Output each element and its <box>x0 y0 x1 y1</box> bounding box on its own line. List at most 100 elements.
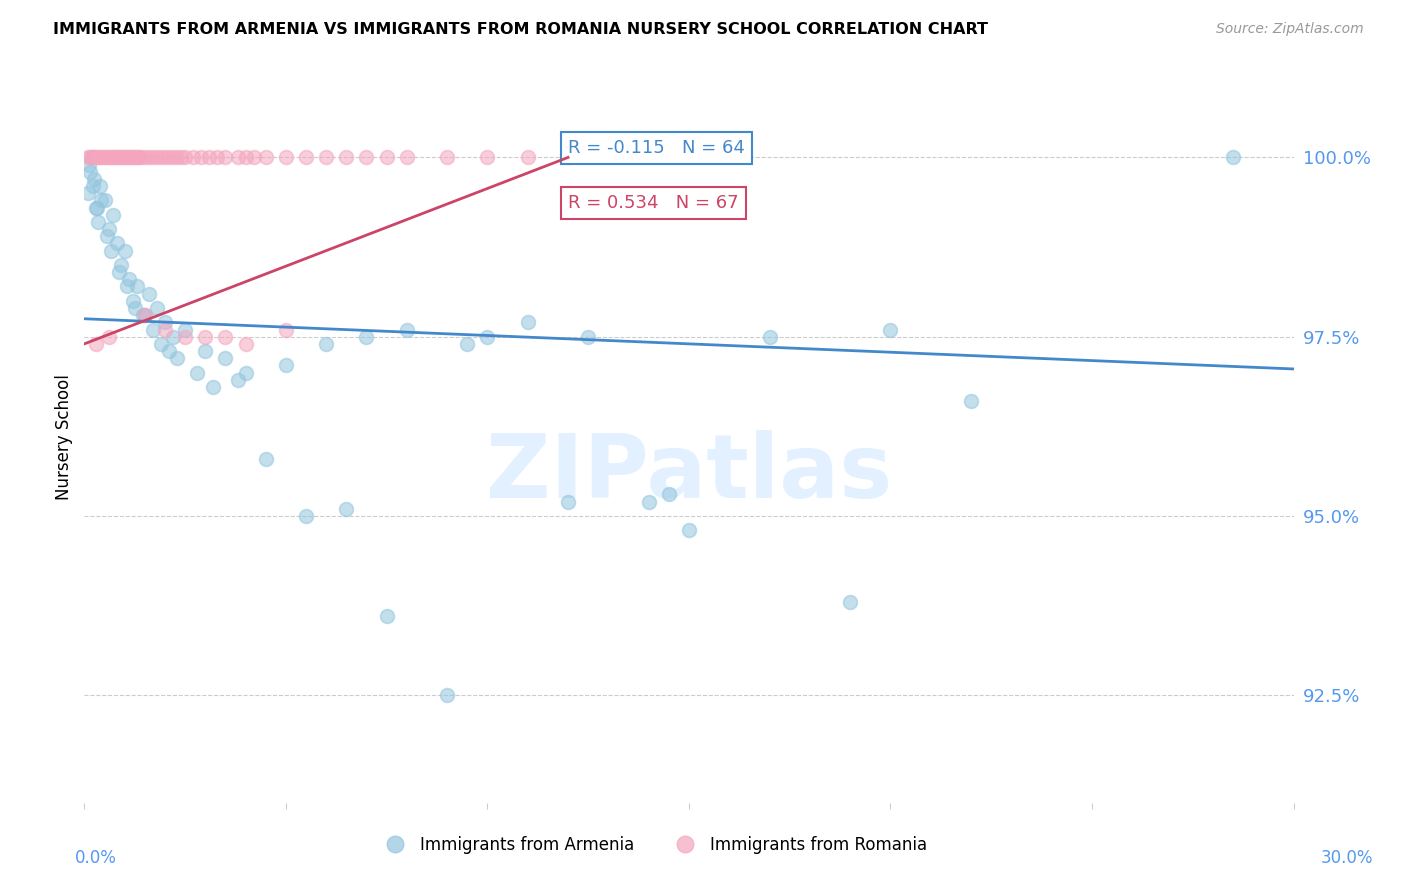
Point <box>124 301 146 315</box>
Point <box>202 380 225 394</box>
Point <box>557 150 579 164</box>
Point <box>658 487 681 501</box>
Point <box>436 150 458 164</box>
Point <box>142 322 165 336</box>
Point <box>132 308 155 322</box>
Point <box>375 609 398 624</box>
Point <box>166 351 188 366</box>
Point <box>120 150 142 164</box>
Point <box>100 244 122 258</box>
Point <box>77 158 100 172</box>
Point <box>207 150 229 164</box>
Point <box>356 150 378 164</box>
Point <box>115 150 138 164</box>
Point <box>149 336 172 351</box>
Point <box>274 322 297 336</box>
Point <box>181 150 204 164</box>
Point <box>114 150 136 164</box>
Point <box>129 150 152 164</box>
Point <box>226 373 249 387</box>
Point <box>356 329 378 343</box>
Point <box>194 329 217 343</box>
Point <box>93 150 115 164</box>
Point <box>174 322 197 336</box>
Point <box>79 150 101 164</box>
Point <box>110 150 132 164</box>
Text: 30.0%: 30.0% <box>1320 849 1374 867</box>
Point <box>194 344 217 359</box>
Point <box>758 329 780 343</box>
Legend: Immigrants from Armenia, Immigrants from Romania: Immigrants from Armenia, Immigrants from… <box>373 829 934 860</box>
Point <box>105 150 128 164</box>
Point <box>107 150 129 164</box>
Point <box>90 194 112 208</box>
Point <box>170 150 193 164</box>
Point <box>214 150 236 164</box>
Point <box>456 336 478 351</box>
Point <box>83 150 105 164</box>
Point <box>79 165 101 179</box>
Point <box>118 150 141 164</box>
Point <box>114 244 136 258</box>
Point <box>125 279 148 293</box>
Point <box>149 150 172 164</box>
Point <box>335 150 357 164</box>
Point <box>138 286 160 301</box>
Point <box>254 150 277 164</box>
Point <box>105 236 128 251</box>
Text: R = 0.534   N = 67: R = 0.534 N = 67 <box>568 194 738 212</box>
Point <box>879 322 901 336</box>
Point <box>97 329 120 343</box>
Point <box>101 150 124 164</box>
Point <box>146 301 169 315</box>
Point <box>295 508 318 523</box>
Point <box>315 336 337 351</box>
Point <box>839 595 862 609</box>
Point <box>436 688 458 702</box>
Point <box>121 150 143 164</box>
Point <box>77 150 100 164</box>
Point <box>557 494 579 508</box>
Point <box>174 329 197 343</box>
Point <box>162 329 184 343</box>
Point <box>101 208 124 222</box>
Point <box>186 366 208 380</box>
Point <box>125 150 148 164</box>
Point <box>198 150 221 164</box>
Point <box>335 501 357 516</box>
Y-axis label: Nursery School: Nursery School <box>55 374 73 500</box>
Point <box>166 150 188 164</box>
Point <box>142 150 165 164</box>
Point <box>174 150 197 164</box>
Point <box>146 150 169 164</box>
Text: Source: ZipAtlas.com: Source: ZipAtlas.com <box>1216 22 1364 37</box>
Point <box>295 150 318 164</box>
Point <box>104 150 127 164</box>
Point <box>124 150 146 164</box>
Point <box>86 201 108 215</box>
Point <box>157 344 180 359</box>
Point <box>678 524 700 538</box>
Point <box>315 150 337 164</box>
Point <box>82 150 104 164</box>
Point <box>138 150 160 164</box>
Point <box>134 150 156 164</box>
Text: ZIPatlas: ZIPatlas <box>486 430 891 517</box>
Point <box>960 394 983 409</box>
Point <box>110 258 132 272</box>
Point <box>128 150 150 164</box>
Point <box>89 179 111 194</box>
Point <box>576 329 599 343</box>
Point <box>86 150 108 164</box>
Point <box>97 150 120 164</box>
Point <box>87 150 110 164</box>
Point <box>157 150 180 164</box>
Point <box>235 150 257 164</box>
Point <box>214 351 236 366</box>
Text: R = -0.115   N = 64: R = -0.115 N = 64 <box>568 139 745 157</box>
Point <box>89 150 111 164</box>
Point <box>1222 150 1244 164</box>
Point <box>87 215 110 229</box>
Point <box>118 272 141 286</box>
Text: 0.0%: 0.0% <box>75 849 117 867</box>
